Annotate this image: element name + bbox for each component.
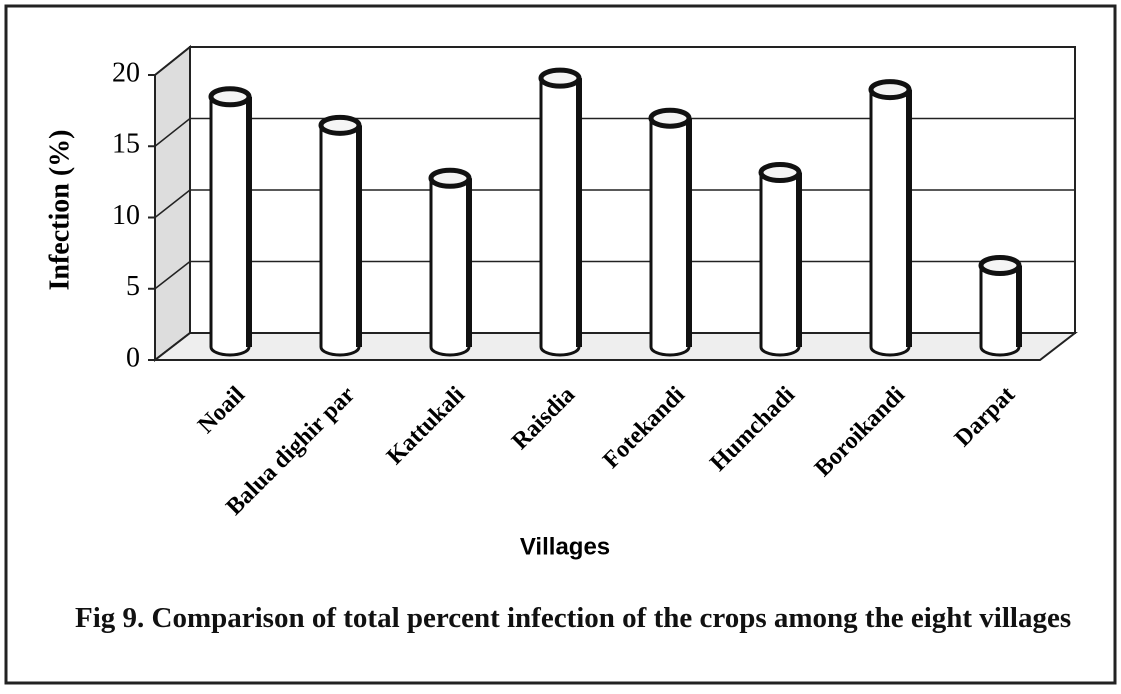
x-tick-label: Fotekandi (598, 382, 690, 474)
bar (871, 89, 909, 347)
x-tick-label: Noail (193, 382, 250, 439)
y-tick-label: 10 (112, 200, 140, 231)
grid-line (154, 260, 191, 290)
bar (761, 172, 799, 347)
floor (152, 332, 1078, 361)
x-tick-label: Darpat (950, 382, 1020, 452)
y-tick-label: 15 (112, 129, 140, 160)
x-tick-label: Kattukali (382, 382, 470, 470)
bar (541, 78, 579, 347)
x-tick-label: Raisdia (507, 382, 580, 455)
x-tick-label: Boroikandi (810, 382, 910, 482)
bar-top (208, 86, 252, 108)
bar (211, 96, 249, 347)
y-tick-label: 5 (126, 271, 140, 302)
grid-line (154, 46, 191, 76)
bar (651, 118, 689, 347)
bar (321, 125, 359, 347)
grid-line (154, 332, 191, 361)
bar-top (868, 79, 912, 101)
bar-top (648, 107, 692, 129)
bar-top (318, 114, 362, 136)
y-tick-label: 0 (126, 342, 140, 373)
y-tick-label: 20 (112, 57, 140, 88)
bar-top (978, 254, 1022, 276)
grid-line (154, 189, 191, 219)
caption: Fig 9. Comparison of total percent infec… (75, 602, 1072, 634)
x-axis-label: Villages (520, 533, 610, 560)
frame (4, 4, 1117, 685)
bar-top (758, 162, 802, 184)
bar (431, 178, 469, 347)
y-axis-label: Infection (%) (44, 130, 75, 291)
x-tick-label: Humchadi (705, 382, 800, 477)
bar-top (428, 167, 472, 189)
bar (981, 265, 1019, 347)
grid-line (154, 117, 191, 147)
bar-top (538, 67, 582, 89)
